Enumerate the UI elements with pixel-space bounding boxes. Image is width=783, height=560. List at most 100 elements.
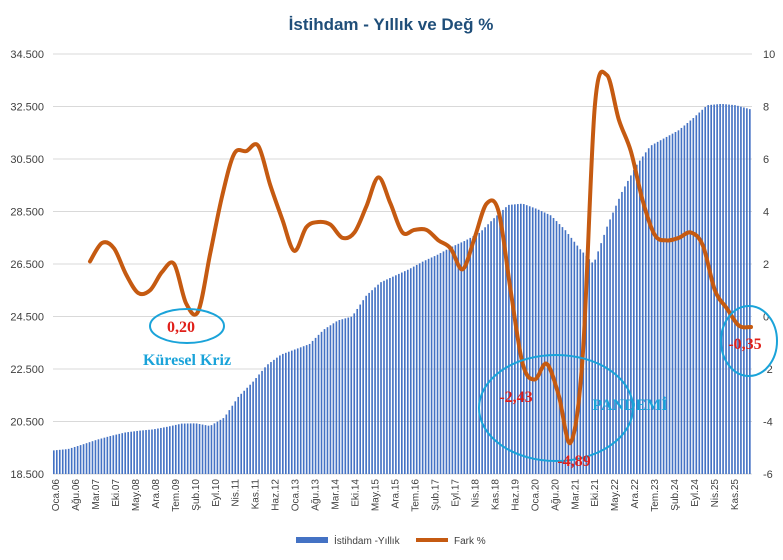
employment-bar xyxy=(549,215,552,475)
employment-bar xyxy=(644,152,647,474)
x-tick-label: Ağu.06 xyxy=(71,479,82,511)
employment-bar xyxy=(475,234,478,474)
x-tick-label: Tem.09 xyxy=(171,479,182,512)
employment-bar xyxy=(61,449,64,474)
x-tick-label: Eki.14 xyxy=(351,479,362,507)
employment-bar xyxy=(115,434,118,474)
left-tick-label: 18.500 xyxy=(10,469,44,481)
x-tick-label: Mar.21 xyxy=(570,479,581,510)
x-tick-label: Tem.23 xyxy=(650,479,661,512)
employment-bar xyxy=(293,349,296,474)
employment-bar xyxy=(395,275,397,474)
employment-bar xyxy=(329,325,332,474)
x-tick-label: Eyl.10 xyxy=(211,479,222,507)
employment-bar xyxy=(415,264,418,474)
x-tick-label: Nis.18 xyxy=(470,479,481,508)
employment-bar xyxy=(508,204,510,474)
employment-bar xyxy=(636,164,638,474)
employment-bar xyxy=(546,213,549,474)
employment-bar xyxy=(540,211,543,474)
employment-bar xyxy=(249,384,251,474)
employment-bar xyxy=(76,446,79,474)
employment-bar xyxy=(290,350,293,474)
employment-bar xyxy=(273,359,275,474)
employment-bar xyxy=(701,109,704,474)
employment-bar xyxy=(174,424,177,474)
employment-bar xyxy=(585,255,588,474)
annotations: 0,20 Küresel Kriz -2,43 PANDEMİ -4,89 -0… xyxy=(143,305,778,470)
x-tick-label: Ara.08 xyxy=(151,479,162,509)
employment-bar xyxy=(368,292,370,474)
employment-bar xyxy=(166,426,168,474)
employment-bar xyxy=(502,209,504,474)
employment-bar xyxy=(698,112,701,474)
employment-bar xyxy=(302,346,305,474)
employment-bar xyxy=(234,401,237,474)
employment-bar xyxy=(73,446,76,474)
employment-bar xyxy=(406,269,409,474)
employment-bar xyxy=(97,439,100,474)
employment-bar xyxy=(722,104,724,474)
employment-bar xyxy=(148,429,150,474)
employment-bar xyxy=(180,423,183,474)
x-tick-label: Oca.06 xyxy=(51,479,62,512)
employment-bar xyxy=(213,423,216,474)
employment-bar xyxy=(222,418,225,474)
employment-bar xyxy=(686,123,689,474)
employment-bar xyxy=(484,227,486,474)
employment-bar xyxy=(169,426,171,474)
employment-bar xyxy=(350,316,353,474)
employment-bar xyxy=(534,208,537,474)
employment-bar xyxy=(624,186,626,474)
employment-bar xyxy=(240,393,243,474)
employment-bar xyxy=(460,242,463,474)
employment-bar xyxy=(374,287,376,474)
employment-bar xyxy=(436,254,439,474)
employment-bar xyxy=(463,241,466,474)
employment-bar xyxy=(228,410,231,474)
annotation-latest-value: -0,35 xyxy=(728,336,761,353)
employment-bar xyxy=(531,207,534,474)
employment-bar xyxy=(231,405,234,474)
x-tick-label: Haz.12 xyxy=(271,479,282,511)
employment-bar xyxy=(618,198,620,474)
employment-bar xyxy=(198,424,201,474)
employment-bar xyxy=(656,141,659,474)
employment-bar xyxy=(710,104,712,474)
right-tick-label: -2 xyxy=(763,364,773,376)
left-tick-label: 30.500 xyxy=(10,154,44,166)
employment-bar xyxy=(100,438,103,474)
employment-bar xyxy=(85,443,88,474)
right-axis-ticks: -6 -4 -2 0 2 4 6 8 10 xyxy=(763,49,775,481)
x-tick-label: Şub.24 xyxy=(670,479,681,511)
x-tick-label: Eyl.17 xyxy=(450,479,461,507)
x-tick-label: Mar.07 xyxy=(91,479,102,510)
x-tick-label: Şub.17 xyxy=(431,479,442,511)
employment-bar xyxy=(371,290,373,474)
employment-bar xyxy=(552,218,555,474)
x-tick-label: Ara.22 xyxy=(630,479,641,509)
employment-bar xyxy=(314,337,317,474)
employment-bar xyxy=(451,246,454,474)
right-tick-label: 8 xyxy=(763,102,769,114)
employment-bar xyxy=(442,251,445,474)
employment-bar xyxy=(207,425,210,474)
employment-bar xyxy=(389,278,391,474)
employment-bar xyxy=(519,203,522,475)
left-tick-label: 20.500 xyxy=(10,417,44,429)
employment-bar xyxy=(728,104,730,474)
employment-bar xyxy=(409,268,412,474)
employment-bar xyxy=(204,425,207,474)
employment-bar xyxy=(282,353,284,474)
employment-bar xyxy=(671,133,674,474)
employment-bar xyxy=(505,207,507,474)
employment-bar xyxy=(216,421,219,474)
employment-bar xyxy=(308,343,311,474)
employment-bar xyxy=(362,300,364,474)
employment-bar xyxy=(157,428,159,474)
employment-bar xyxy=(665,136,668,475)
employment-bar xyxy=(401,272,403,474)
right-tick-label: 2 xyxy=(763,259,769,271)
employment-bar xyxy=(716,104,718,475)
